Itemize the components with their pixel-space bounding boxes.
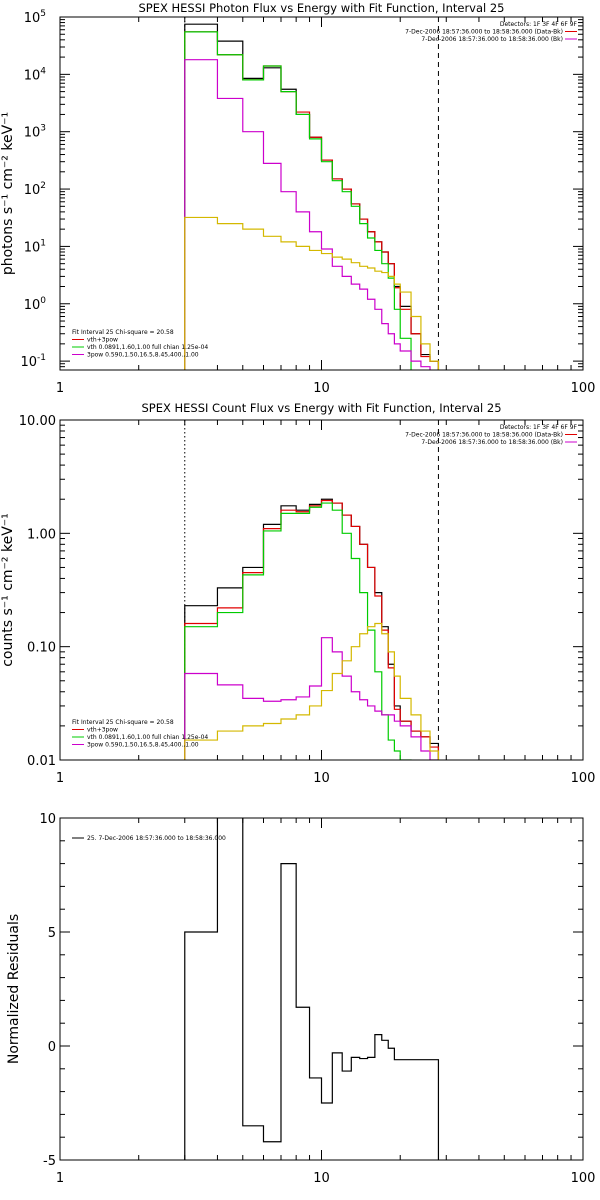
y-tick-label: 0 <box>48 1040 56 1055</box>
plot-frame <box>59 817 584 1161</box>
y-tick-label: 103 <box>24 124 46 141</box>
y-tick-label: 10.00 <box>19 414 56 429</box>
y-tick-label: 0.01 <box>27 754 56 769</box>
legend-right-entry: 7-Dec-2006 18:57:36.000 to 18:58:36.000 … <box>405 432 563 439</box>
series-line-5 <box>184 622 440 760</box>
y-tick-label: 102 <box>24 181 46 198</box>
plot-frame <box>59 419 584 761</box>
chart-title: SPEX HESSI Photon Flux vs Energy with Fi… <box>138 1 504 15</box>
legend-right-entry: Detectors: 1F 3F 4F 6F 9F <box>500 424 578 431</box>
plot-frame <box>59 16 584 371</box>
y-tick-label: 105 <box>24 9 46 26</box>
series-line-3 <box>184 31 412 370</box>
x-tick-label: 10 <box>313 1171 330 1186</box>
x-tick-label: 100 <box>571 381 596 396</box>
y-axis-label: counts s⁻¹ cm⁻² keV⁻¹ <box>0 513 16 667</box>
y-tick-label: 10 <box>39 812 56 827</box>
chart-panel-2: SPEX HESSI Count Flux vs Energy with Fit… <box>0 401 596 786</box>
y-tick-label: 104 <box>24 66 47 83</box>
y-tick-label: 100 <box>24 296 47 313</box>
y-tick-label: -5 <box>43 1154 56 1169</box>
y-axis-label: photons s⁻¹ cm⁻² keV⁻¹ <box>0 112 16 275</box>
x-tick-label: 10 <box>313 381 330 396</box>
y-tick-label: 10-1 <box>20 353 46 370</box>
series-line-1 <box>184 818 440 1160</box>
legend-entry: 3pow 0.590,1.50,16.5,8.45,400.,1.00 <box>87 352 199 359</box>
legend-entry: 3pow 0.590,1.50,16.5,8.45,400.,1.00 <box>87 742 199 749</box>
series-line-3 <box>184 502 412 760</box>
y-axis-label: Normalized Residuals <box>6 914 22 1064</box>
legend-right-entry: Detectors: 1F 3F 4F 6F 9F <box>500 21 578 28</box>
series-line-4 <box>184 637 440 760</box>
x-tick-label: 1 <box>56 1171 64 1186</box>
legend-entry: vth+3pow <box>87 337 118 344</box>
legend-entry: vth 0.0891,1.60,1.00 full chian 1.25e-04 <box>87 344 208 351</box>
series-line-1 <box>184 498 440 760</box>
y-tick-label: 1.00 <box>27 527 56 542</box>
x-tick-label: 1 <box>56 771 64 786</box>
legend-right-entry: 7-Dec-2006 18:57:36.000 to 18:58:36.000 … <box>421 36 563 43</box>
x-tick-label: 100 <box>571 1171 596 1186</box>
legend-fit-summary: Fit Interval 25 Chi-square = 20.58 <box>72 719 174 726</box>
series-line-5 <box>184 216 440 370</box>
legend-entry: vth 0.0891,1.60,1.00 full chian 1.25e-04 <box>87 734 208 741</box>
x-tick-label: 100 <box>571 771 596 786</box>
legend-entry: vth+3pow <box>87 727 118 734</box>
x-tick-label: 1 <box>56 381 64 396</box>
chart-title: SPEX HESSI Count Flux vs Energy with Fit… <box>141 401 501 415</box>
series-line-4 <box>184 59 431 370</box>
series-line-2 <box>184 499 440 760</box>
y-tick-label: 5 <box>48 926 56 941</box>
legend-right-entry: 7-Dec-2006 18:57:36.000 to 18:58:36.000 … <box>405 29 563 36</box>
chart-panel-1: SPEX HESSI Photon Flux vs Energy with Fi… <box>0 1 596 396</box>
y-tick-label: 0.10 <box>27 641 56 656</box>
legend-fit-summary: Fit Interval 25 Chi-square = 20.58 <box>72 329 174 336</box>
legend-entry: 25. 7-Dec-2006 18:57:36.000 to 18:58:36.… <box>87 835 226 842</box>
x-tick-label: 10 <box>313 771 330 786</box>
chart-panel-3: Normalized Residuals 1 10 100 -5 0 5 10 25. 7-De… <box>6 812 595 1186</box>
legend-right-entry: 7-Dec-2006 18:57:36.000 to 18:58:36.000 … <box>421 439 563 446</box>
y-tick-label: 101 <box>24 238 46 255</box>
